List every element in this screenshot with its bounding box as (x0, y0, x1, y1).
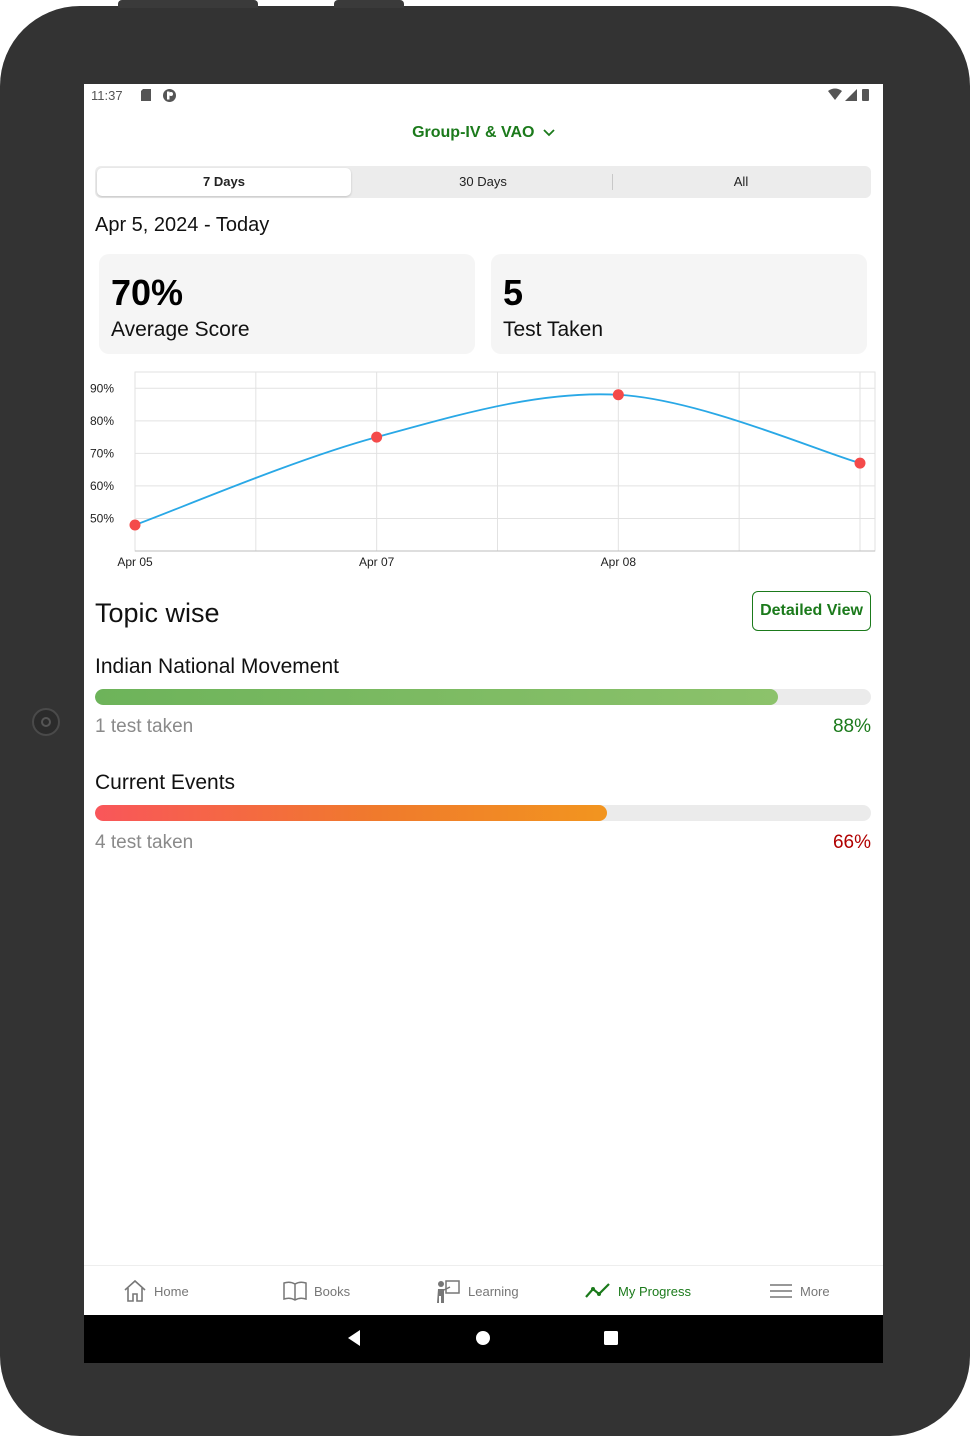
status-time: 11:37 (91, 88, 123, 103)
topic-tests-taken: 1 test taken (95, 716, 194, 737)
topic-progress-fill (95, 689, 778, 705)
chart-data-point (371, 431, 383, 443)
status-icons (827, 88, 875, 107)
topic-progress-fill (95, 805, 608, 821)
topic-name: Indian National Movement (95, 655, 339, 678)
home-circle-icon[interactable] (474, 1329, 492, 1347)
tests-taken-label: Test Taken (503, 318, 604, 341)
tests-taken-value: 5 (503, 272, 524, 313)
topic-progress-track (95, 805, 871, 821)
chart-data-point (854, 457, 866, 469)
segment-divider (612, 174, 613, 190)
chart-data-point (612, 389, 624, 401)
tab-all[interactable]: All (733, 174, 749, 189)
nav-item-learning[interactable]: Learning (434, 1266, 519, 1316)
average-score-card: 70% Average Score (99, 254, 475, 354)
nav-label: Books (314, 1283, 351, 1299)
recents-icon[interactable] (603, 1329, 619, 1347)
nav-label: More (800, 1283, 830, 1299)
bottom-navigation: Home Books Learning My Progress More (84, 1265, 883, 1316)
chart-series-line (134, 393, 861, 526)
home-icon (124, 1279, 146, 1302)
topic-tests-taken: 4 test taken (95, 832, 194, 853)
tab-30-days[interactable]: 30 Days (459, 174, 507, 189)
tab-7-days[interactable]: 7 Days (97, 168, 351, 196)
average-score-label: Average Score (111, 318, 250, 341)
nav-item-more[interactable]: More (768, 1266, 830, 1316)
chart-data-point (129, 519, 141, 531)
nav-item-home[interactable]: Home (122, 1266, 189, 1316)
chart-y-tick-label: 50% (90, 511, 114, 525)
nav-label: Learning (468, 1283, 519, 1299)
tests-taken-card: 5 Test Taken (491, 254, 867, 354)
average-score-value: 70% (111, 272, 184, 313)
period-segmented-control: 7 Days 30 Days All (95, 166, 871, 198)
detailed-view-button[interactable]: Detailed View (752, 591, 871, 631)
learning-icon (437, 1280, 460, 1303)
topic-percent: 66% (832, 832, 871, 853)
topic-progress-track (95, 689, 871, 705)
status-bar: 11:37 (84, 84, 883, 108)
app-screen: 11:37 Group-IV & VAO 7 Days 30 Days All … (84, 84, 883, 1363)
wifi-icon (828, 88, 842, 100)
chart-x-tick-label: Apr 07 (359, 555, 395, 569)
chart-y-tick-label: 80% (90, 414, 114, 428)
volume-button (118, 0, 258, 8)
exam-selector[interactable]: Group-IV & VAO (84, 124, 883, 142)
chart-y-tick-label: 70% (90, 446, 114, 460)
battery-icon (862, 89, 869, 101)
sd-card-icon (140, 88, 152, 107)
nav-label: Home (154, 1283, 189, 1299)
topic-wise-heading: Topic wise (95, 598, 220, 628)
chart-y-tick-label: 60% (90, 479, 114, 493)
nav-label: My Progress (618, 1283, 691, 1299)
back-icon[interactable] (346, 1329, 362, 1347)
exam-selector-label: Group-IV & VAO (412, 124, 535, 142)
nav-item-my-progress[interactable]: My Progress (584, 1266, 691, 1316)
system-navigation-bar (84, 1315, 883, 1363)
power-button (334, 0, 404, 8)
signal-icon (845, 89, 857, 101)
book-icon (283, 1281, 307, 1301)
front-camera (32, 708, 60, 736)
chart-x-tick-label: Apr 05 (117, 555, 153, 569)
score-line-chart: 90% 80% 70% 60% 50% Apr 05 Apr 07 Apr 08 (90, 371, 876, 569)
topic-percent: 88% (832, 716, 871, 737)
chart-plot-frame (134, 371, 876, 552)
topic-name: Current Events (95, 771, 236, 794)
date-range: Apr 5, 2024 - Today (95, 214, 270, 236)
sync-icon (162, 88, 177, 108)
chart-x-tick-label: Apr 08 (601, 555, 637, 569)
progress-icon (585, 1283, 610, 1298)
menu-icon (770, 1284, 792, 1298)
nav-item-books[interactable]: Books (282, 1266, 350, 1316)
chart-y-tick-label: 90% (90, 381, 114, 395)
chevron-down-icon (543, 124, 555, 142)
